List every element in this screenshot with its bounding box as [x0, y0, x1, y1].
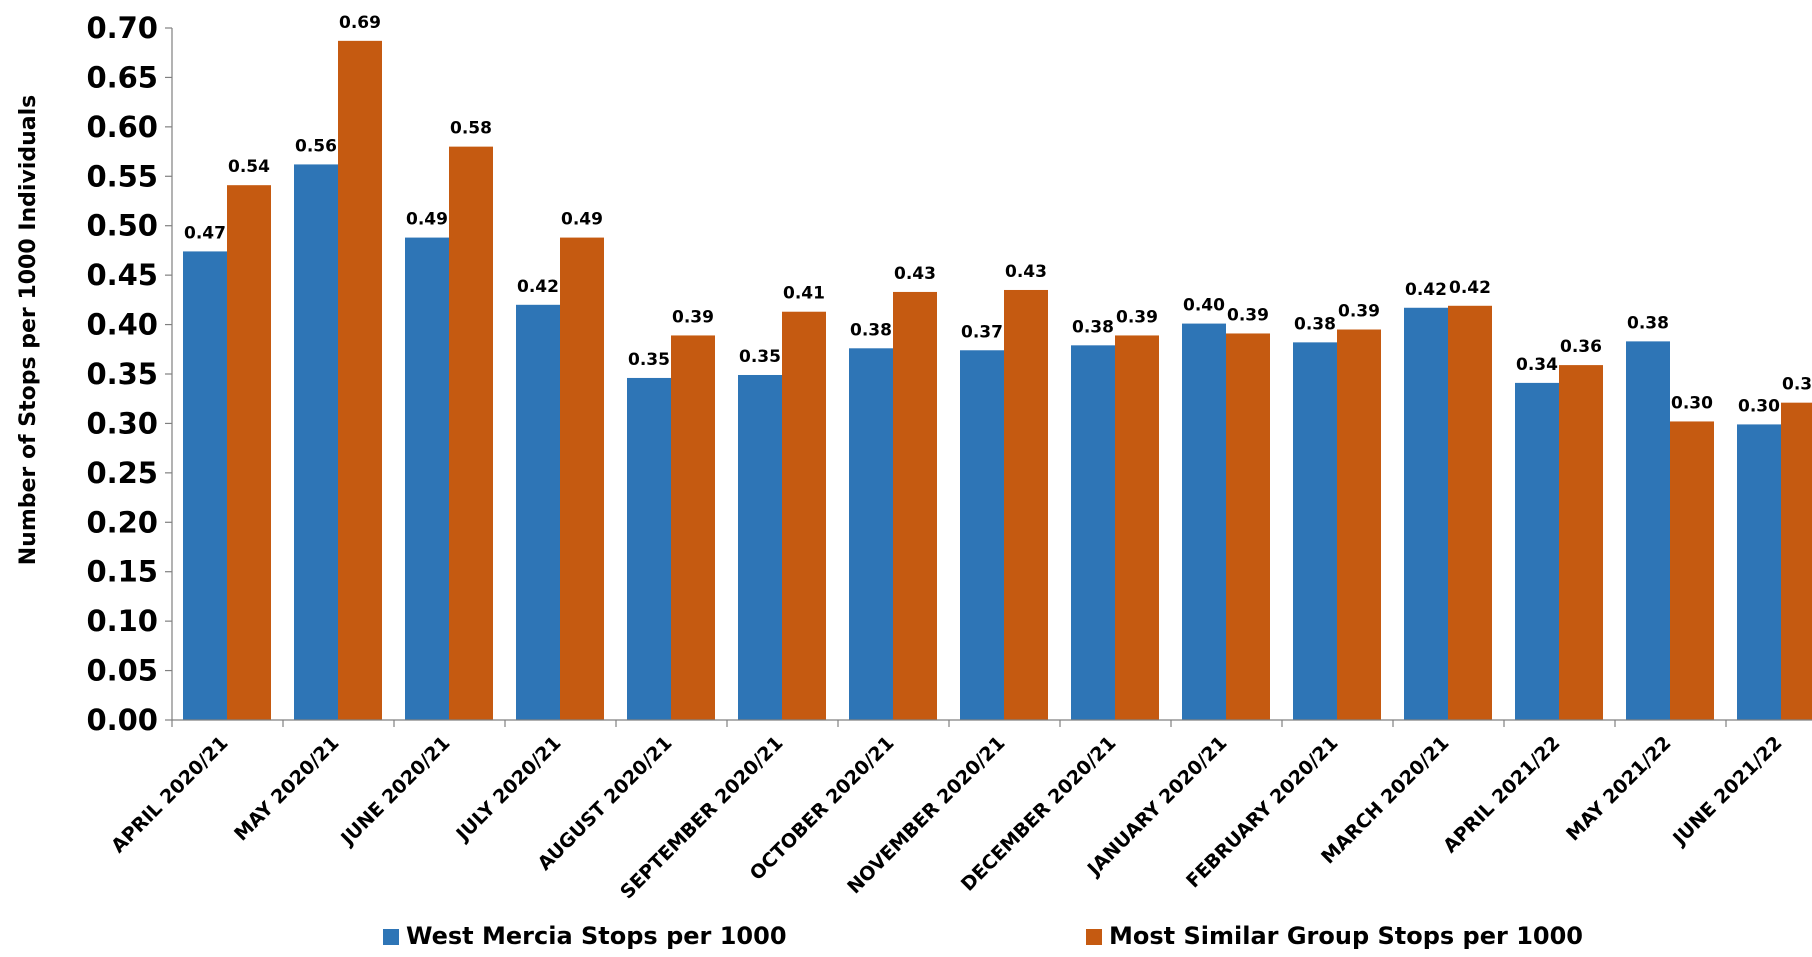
legend-swatch-west-mercia	[383, 929, 399, 945]
bar	[183, 251, 227, 720]
bar	[1337, 329, 1381, 720]
data-label: 0.34	[1516, 355, 1558, 375]
data-label: 0.38	[1072, 317, 1114, 337]
y-tick-label: 0.30	[86, 406, 158, 440]
y-tick-label: 0.40	[86, 308, 158, 342]
bar	[227, 185, 271, 720]
bar	[294, 164, 338, 720]
bar	[1448, 305, 1492, 720]
data-label: 0.38	[1627, 313, 1669, 333]
y-tick-label: 0.05	[86, 654, 158, 688]
data-label: 0.39	[1116, 307, 1158, 327]
y-tick-label: 0.50	[86, 209, 158, 243]
bar	[405, 237, 449, 720]
x-tick-label: JUNE 2020/21	[336, 732, 455, 851]
y-tick-label: 0.55	[86, 159, 158, 193]
data-labels: 0.47 0.54 0.56 0.69 0.49 0.58 0.42 0.49 0.35 0.39…	[184, 13, 1812, 417]
x-tick-label: MAY 2020/21	[230, 732, 343, 845]
data-label: 0.39	[672, 307, 714, 327]
data-label: 0.58	[450, 119, 492, 139]
data-label: 0.42	[517, 277, 559, 297]
legend-swatch-most-similar-group	[1086, 929, 1102, 945]
y-axis: 0.00 0.05 0.10 0.15 0.20 0.25 0.30 0.35 0.40 0.45…	[86, 11, 173, 737]
data-label: 0.42	[1405, 280, 1447, 300]
bar	[1226, 333, 1270, 720]
data-label: 0.32	[1782, 375, 1812, 395]
bar	[1737, 424, 1781, 720]
data-label: 0.37	[961, 322, 1003, 342]
y-tick-label: 0.65	[86, 60, 158, 94]
bar	[560, 237, 604, 720]
y-tick-label: 0.25	[86, 456, 158, 490]
data-label: 0.30	[1671, 393, 1713, 413]
y-tick-label: 0.00	[86, 703, 158, 737]
data-label: 0.54	[228, 157, 270, 177]
y-tick-label: 0.70	[86, 11, 158, 45]
y-tick-label: 0.20	[86, 505, 158, 539]
bar	[1115, 335, 1159, 720]
x-tick-label: MAY 2021/22	[1562, 732, 1675, 845]
bar	[1071, 345, 1115, 720]
data-label: 0.69	[339, 13, 381, 33]
bar	[671, 335, 715, 720]
bar	[516, 304, 560, 720]
data-label: 0.38	[1294, 314, 1336, 334]
data-label: 0.49	[406, 210, 448, 230]
bar	[1293, 342, 1337, 720]
legend-label-west-mercia: West Mercia Stops per 1000	[406, 922, 787, 950]
bar	[738, 374, 782, 720]
data-label: 0.35	[739, 347, 781, 367]
bar	[627, 377, 671, 720]
y-tick-label: 0.35	[86, 357, 158, 391]
x-tick-label: JUNE 2021/22	[1668, 732, 1787, 851]
data-label: 0.36	[1560, 337, 1602, 357]
data-label: 0.43	[894, 264, 936, 284]
bar	[1781, 402, 1812, 720]
y-tick-label: 0.45	[86, 258, 158, 292]
x-tick-label: APRIL 2020/21	[107, 732, 232, 857]
data-label: 0.38	[850, 320, 892, 340]
legend: West Mercia Stops per 1000 Most Similar …	[383, 922, 1583, 950]
bar	[1559, 365, 1603, 720]
bar	[960, 350, 1004, 720]
bar	[449, 146, 493, 721]
y-tick-label: 0.15	[86, 555, 158, 589]
bar	[338, 40, 382, 720]
bar	[1182, 323, 1226, 720]
data-label: 0.56	[295, 136, 337, 156]
data-label: 0.35	[628, 350, 670, 370]
data-label: 0.39	[1338, 302, 1380, 322]
data-label: 0.41	[783, 284, 825, 304]
x-tick-label: APRIL 2021/22	[1439, 732, 1564, 857]
bar	[1626, 341, 1670, 720]
bar	[1404, 307, 1448, 720]
bar	[1004, 289, 1048, 720]
data-label: 0.40	[1183, 296, 1225, 316]
data-label: 0.43	[1005, 262, 1047, 282]
y-axis-label: Number of Stops per 1000 Individuals	[16, 95, 41, 565]
data-label: 0.47	[184, 223, 226, 243]
bar	[893, 291, 937, 720]
x-tick-label: JULY 2020/21	[451, 732, 566, 847]
bar	[1515, 382, 1559, 720]
bar	[849, 348, 893, 720]
bar	[782, 311, 826, 720]
legend-label-most-similar-group: Most Similar Group Stops per 1000	[1109, 922, 1583, 950]
bar	[1670, 421, 1714, 720]
data-label: 0.49	[561, 210, 603, 230]
y-tick-label: 0.60	[86, 110, 158, 144]
bars	[183, 40, 1812, 721]
data-label: 0.42	[1449, 278, 1491, 298]
data-label: 0.30	[1738, 396, 1780, 416]
data-label: 0.39	[1227, 305, 1269, 325]
y-tick-label: 0.10	[86, 604, 158, 638]
